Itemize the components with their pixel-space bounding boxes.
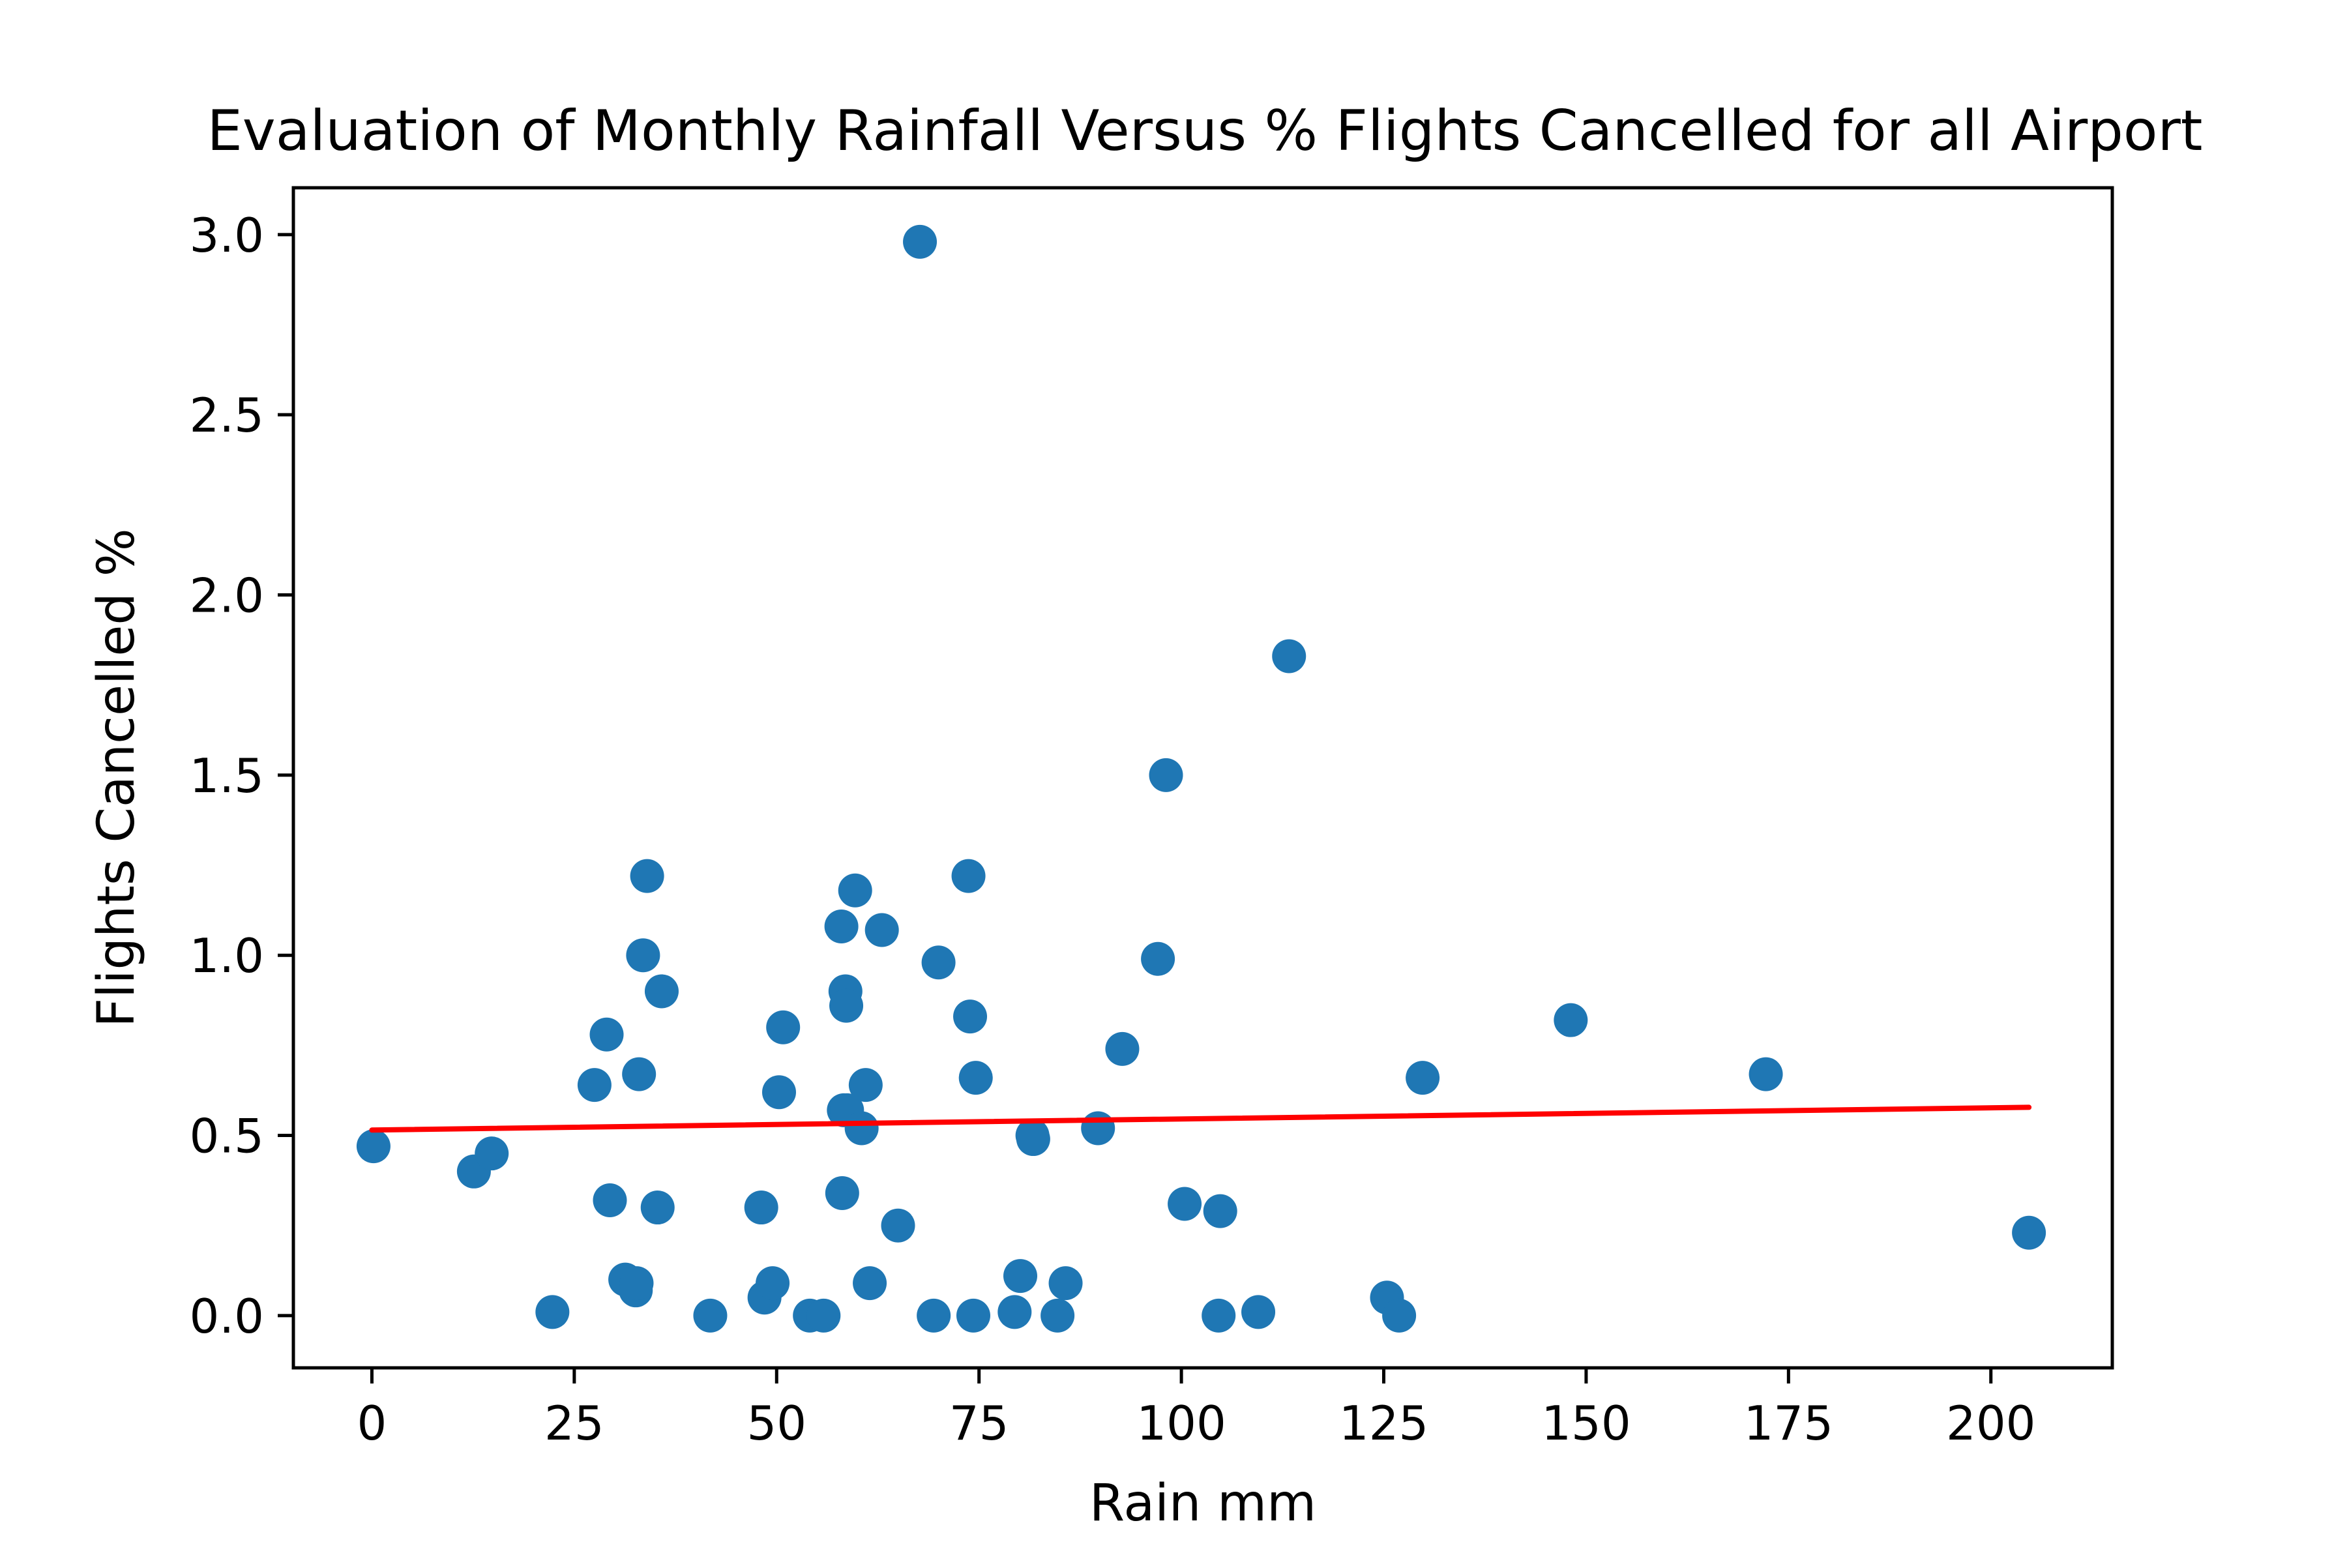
x-tick-label: 100: [1136, 1396, 1226, 1451]
y-tick-label: 2.0: [189, 569, 264, 623]
y-tick-label: 0.0: [189, 1289, 264, 1344]
x-tick-label: 75: [949, 1396, 1009, 1451]
scatter-point: [356, 1129, 391, 1164]
scatter-point: [825, 1176, 859, 1210]
scatter-point: [1554, 1003, 1588, 1037]
x-tick-label: 150: [1541, 1396, 1631, 1451]
x-axis-label: Rain mm: [1089, 1474, 1316, 1533]
scatter-point: [644, 974, 679, 1009]
y-tick-label: 0.5: [189, 1109, 264, 1164]
scatter-point: [577, 1068, 612, 1102]
scatter-point: [761, 1075, 796, 1110]
scatter-point: [853, 1266, 887, 1301]
y-tick-label: 3.0: [189, 208, 264, 263]
scatter-point: [693, 1298, 728, 1333]
y-axis-ticks: 0.0 0.5 1.0 1.5 2.0 2.5 3.0: [189, 208, 293, 1344]
x-axis-ticks: 0 25 50 75 100 125 150 175 200: [357, 1368, 2035, 1451]
scatter-point: [1203, 1194, 1237, 1228]
y-tick-label: 1.5: [189, 748, 264, 803]
scatter-point: [824, 909, 859, 943]
scatter-point: [1241, 1295, 1276, 1329]
plot-frame: [291, 186, 2114, 1370]
scatter-point: [951, 859, 986, 893]
scatter-point: [619, 1266, 654, 1301]
y-axis-label: Flights Cancelled %: [87, 528, 146, 1028]
x-tick-label: 200: [1946, 1396, 2035, 1451]
scatter-point: [1003, 1259, 1038, 1294]
scatter-point: [475, 1136, 509, 1171]
scatter-point: [958, 1061, 993, 1095]
scatter-point: [953, 999, 988, 1034]
scatter-point: [881, 1208, 915, 1243]
y-tick-label: 1.0: [189, 928, 264, 983]
scatter-point: [626, 938, 660, 973]
x-tick-label: 0: [357, 1396, 387, 1451]
scatter-point: [1168, 1187, 1202, 1221]
scatter-point: [593, 1183, 627, 1218]
scatter-point: [766, 1010, 801, 1044]
scatter-point: [1016, 1122, 1050, 1157]
x-tick-label: 125: [1339, 1396, 1428, 1451]
scatter-point: [744, 1191, 778, 1225]
scatter-point: [1406, 1061, 1440, 1095]
scatter-point: [1048, 1266, 1083, 1301]
x-tick-label: 25: [544, 1396, 604, 1451]
scatter-point: [1382, 1298, 1417, 1333]
scatter-point: [997, 1295, 1032, 1329]
scatter-point: [903, 224, 937, 259]
x-tick-label: 175: [1744, 1396, 1833, 1451]
scatter-point: [1272, 639, 1306, 673]
scatter-point: [1202, 1298, 1236, 1333]
scatter-point: [917, 1298, 951, 1333]
scatter-point: [1749, 1057, 1783, 1091]
scatter-point: [756, 1266, 790, 1301]
trend-line: [369, 1104, 2032, 1133]
scatter-point: [806, 1298, 841, 1333]
scatter-point: [921, 945, 956, 980]
y-tick-label: 2.5: [189, 388, 264, 443]
scatter-point: [838, 873, 872, 908]
trend-line-layer: [369, 1104, 2032, 1133]
scatter-points: [356, 224, 2046, 1333]
scatter-point: [589, 1017, 624, 1052]
scatter-point: [622, 1057, 657, 1091]
scatter-point: [1105, 1031, 1140, 1066]
scatter-point: [2012, 1215, 2046, 1250]
scatter-point: [1141, 941, 1175, 976]
scatter-point: [956, 1298, 990, 1333]
scatter-point: [864, 913, 899, 947]
scatter-point: [1081, 1111, 1115, 1146]
scatter-point: [535, 1295, 570, 1329]
scatter-point: [1041, 1298, 1075, 1333]
scatter-point: [848, 1068, 883, 1102]
scatter-point: [630, 859, 664, 893]
scatter-point: [844, 1111, 879, 1146]
scatter-point: [1149, 758, 1183, 792]
scatter-point: [640, 1191, 675, 1225]
chart-title: Evaluation of Monthly Rainfall Versus % …: [207, 98, 2202, 164]
scatter-point: [829, 988, 864, 1023]
x-tick-label: 50: [746, 1396, 806, 1451]
